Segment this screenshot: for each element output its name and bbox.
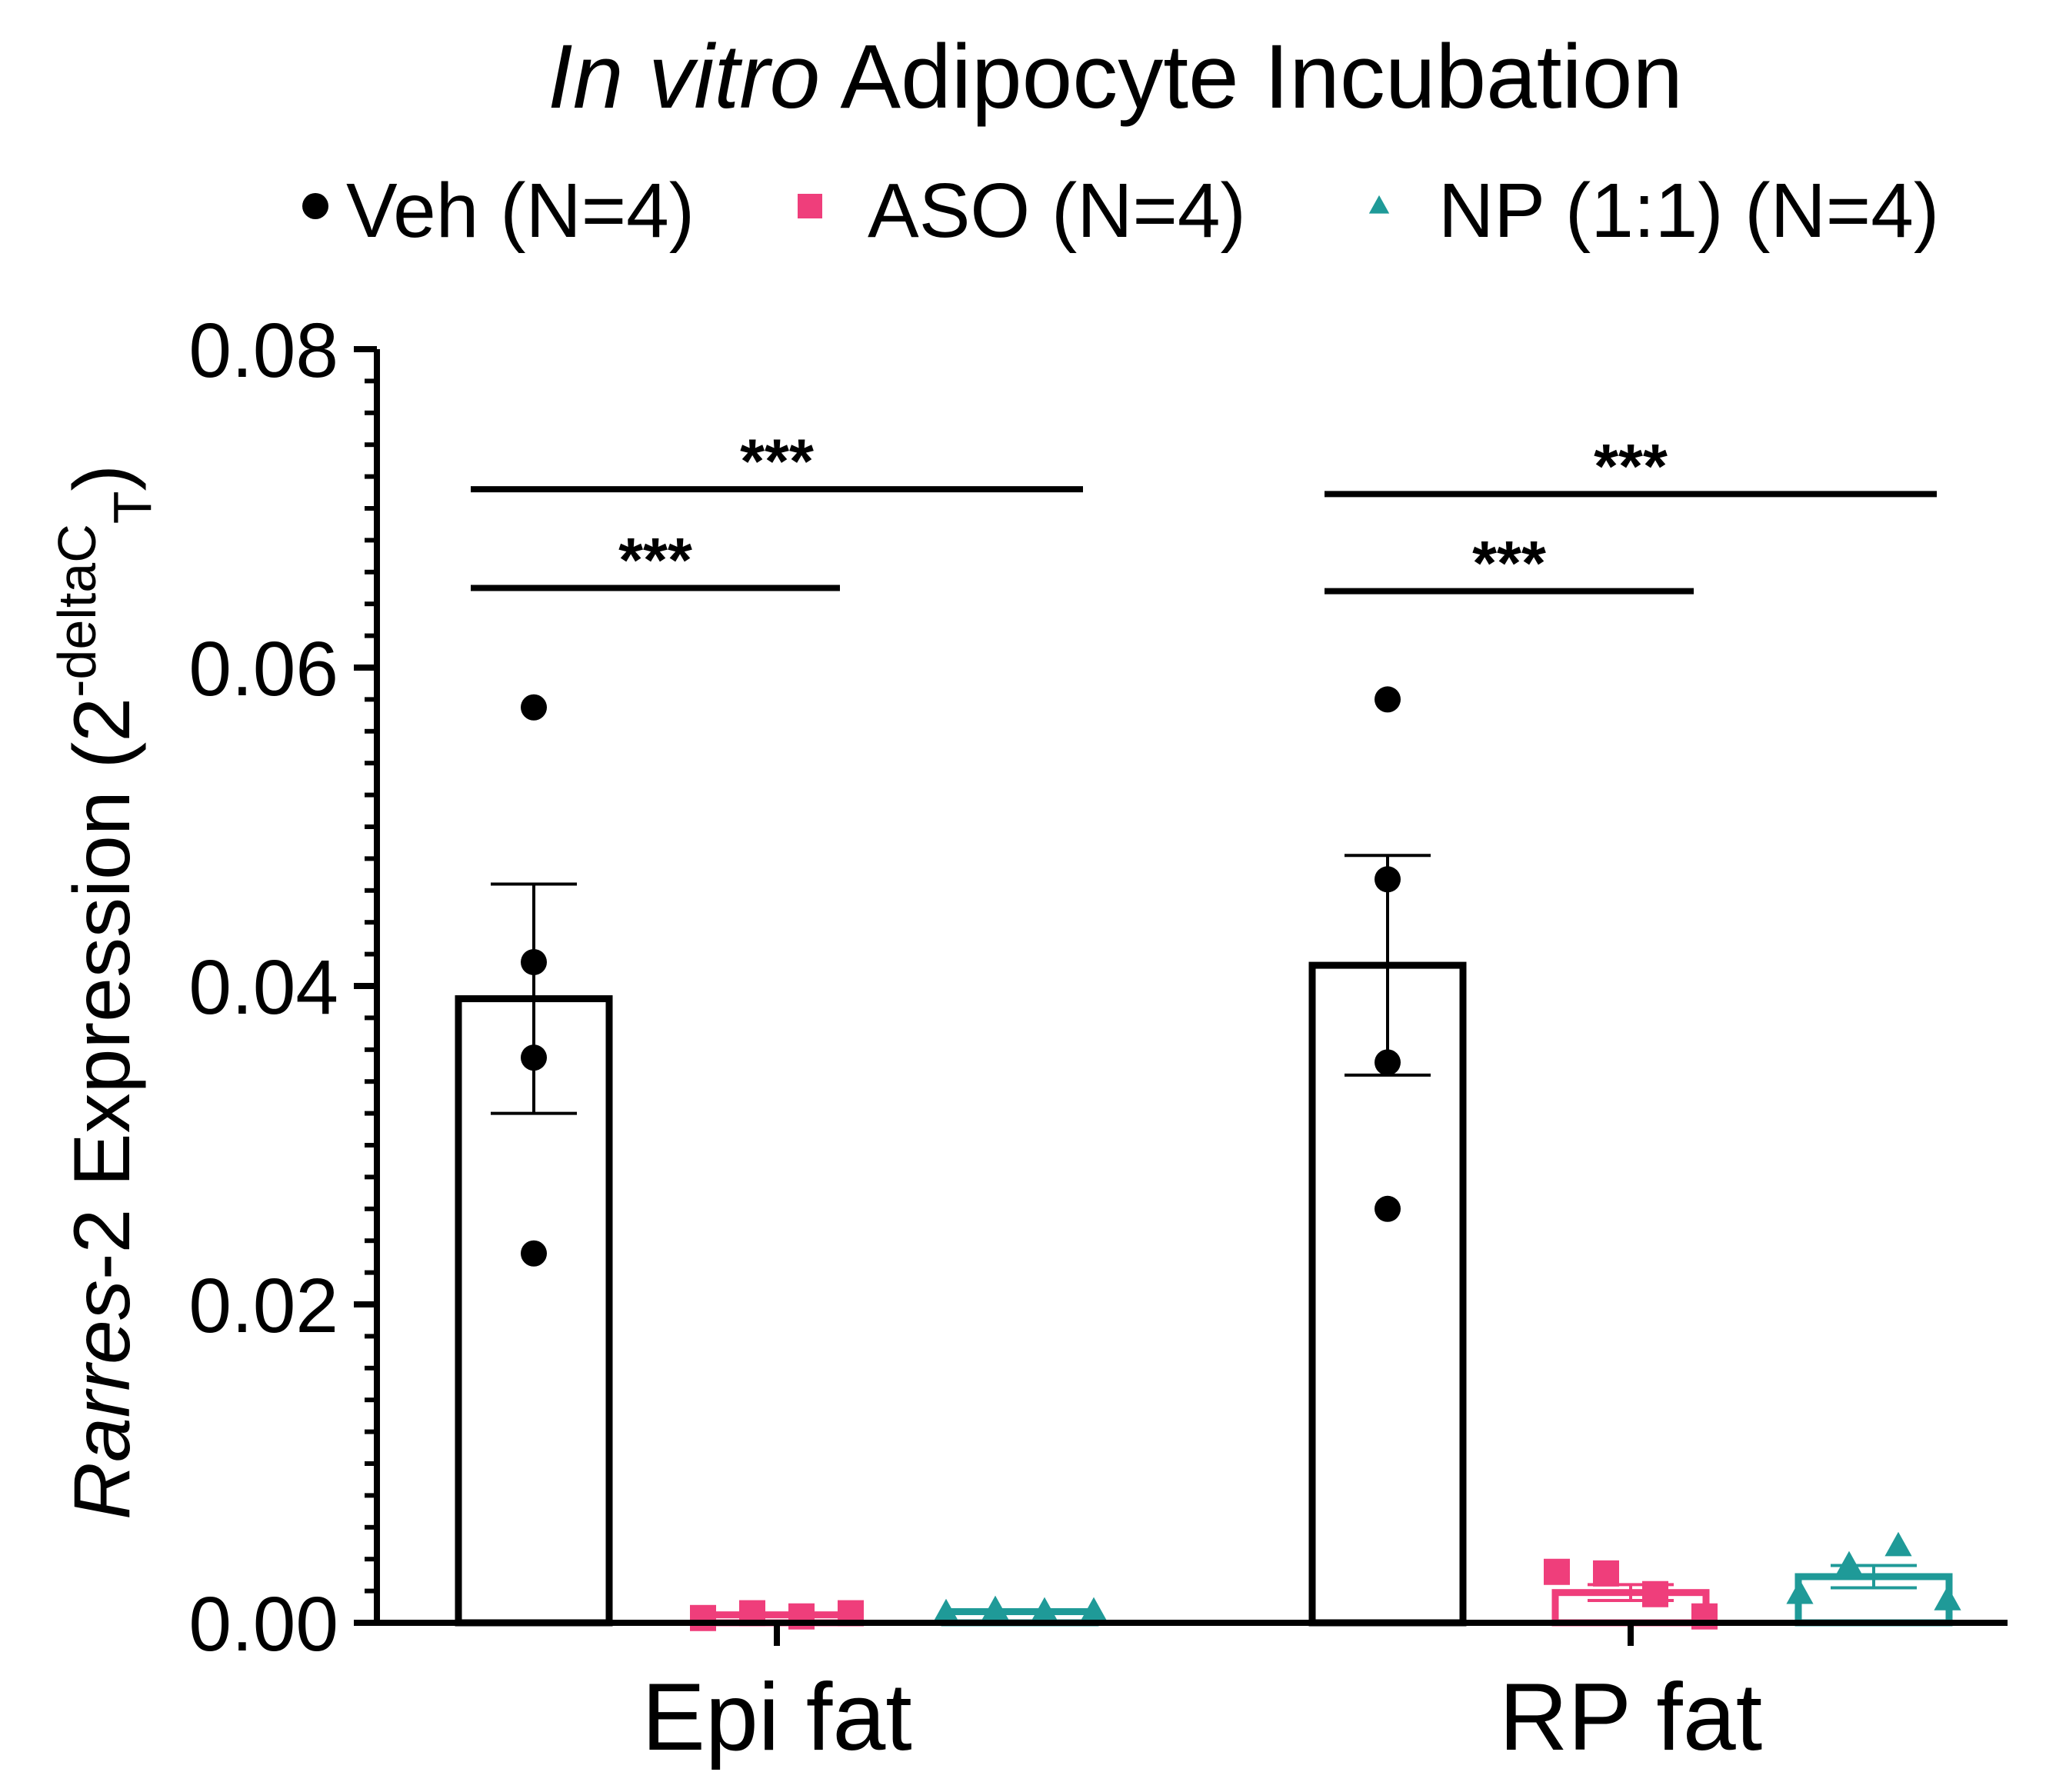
y-axis-label-sub: T [102, 491, 162, 524]
point-0-0-2 [521, 1044, 547, 1071]
y-tick-label-4: 0.08 [188, 308, 338, 394]
x-tick-label-0: Epi fat [641, 1664, 912, 1770]
point-0-2-2 [1031, 1597, 1058, 1622]
chart-title-rest: Adipocyte Incubation [820, 26, 1683, 128]
point-0-2-3 [1080, 1597, 1108, 1622]
y-axis-label: Rarres-2 Expression (2-deltaCT) [47, 465, 162, 1520]
point-1-2-1 [1835, 1551, 1863, 1576]
point-0-1-0 [690, 1604, 716, 1631]
legend-label-2: NP (1:1) (N=4) [1438, 168, 1939, 254]
y-tick-label-0: 0.00 [188, 1581, 338, 1667]
point-1-0-3 [1375, 1195, 1401, 1222]
significance-label-2: *** [1472, 529, 1546, 599]
point-1-0-1 [1375, 866, 1401, 893]
legend-marker-2 [1368, 195, 1390, 214]
point-1-2-2 [1884, 1531, 1912, 1557]
point-0-0-3 [521, 1240, 547, 1267]
point-1-2-0 [1786, 1579, 1814, 1604]
significance-label-3: *** [1594, 431, 1668, 501]
significance-label-0: *** [618, 526, 692, 596]
point-0-2-1 [981, 1595, 1009, 1620]
legend-marker-0 [302, 193, 328, 219]
chart-title-italic: In vitro [548, 26, 820, 128]
point-1-1-2 [1642, 1580, 1668, 1607]
y-axis-label-mid: -2 Expression (2 [58, 698, 147, 1280]
point-0-0-1 [521, 948, 547, 975]
point-0-0-0 [521, 694, 547, 721]
legend-marker-1 [798, 194, 822, 218]
y-axis-label-sup: -deltaC [47, 524, 107, 698]
legend-label-1: ASO (N=4) [868, 168, 1246, 254]
y-tick-label-1: 0.02 [188, 1263, 338, 1349]
point-0-2-0 [932, 1598, 960, 1624]
point-1-2-3 [1934, 1586, 1961, 1610]
point-1-0-0 [1375, 686, 1401, 713]
point-1-1-0 [1544, 1558, 1570, 1585]
x-tick-label-1: RP fat [1499, 1664, 1762, 1770]
y-axis-label-italic: Rarres [58, 1280, 147, 1520]
svg-text:Rarres-2 Expression (2-deltaCT: Rarres-2 Expression (2-deltaCT) [47, 465, 162, 1520]
point-1-0-2 [1375, 1049, 1401, 1076]
legend: Veh (N=4) ASO (N=4) NP (1:1) (N=4) [302, 168, 1939, 254]
y-tick-label-3: 0.06 [188, 626, 338, 712]
significance-label-1: *** [740, 427, 814, 497]
chart-title: In vitro Adipocyte Incubation [548, 26, 1683, 128]
y-axis-label-close: ) [58, 465, 147, 491]
legend-label-0: Veh (N=4) [346, 168, 695, 254]
y-tick-label-2: 0.04 [188, 944, 338, 1031]
point-1-1-1 [1593, 1560, 1619, 1587]
plot-area: 0.00 0.02 0.04 0.06 0.08 Epi fat RP fat *** *** *… [188, 308, 2008, 1770]
